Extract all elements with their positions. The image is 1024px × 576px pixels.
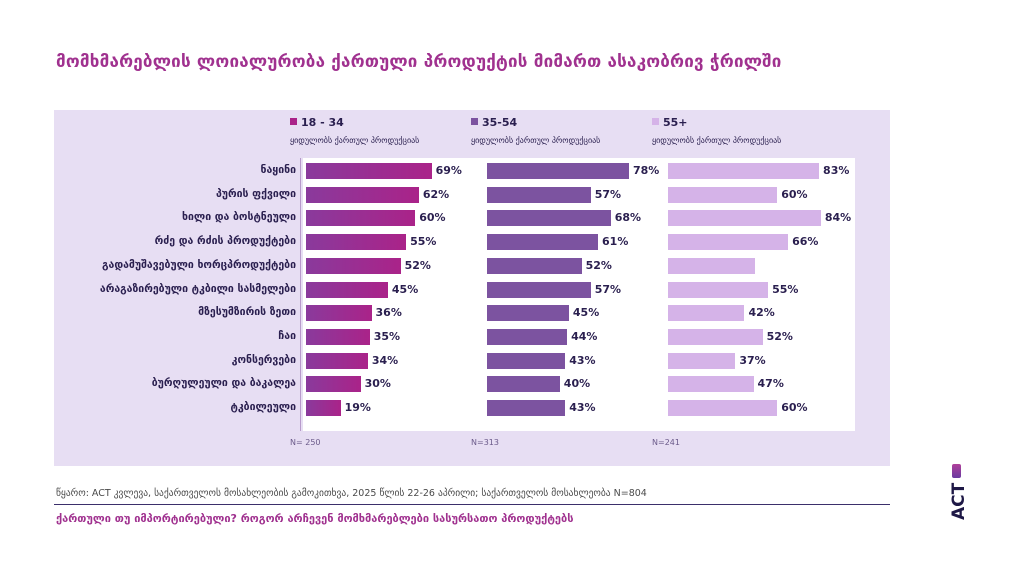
data-label: 62%: [422, 187, 450, 201]
bar: [487, 352, 566, 369]
category-label: რძე და რძის პროდუქტები: [154, 235, 296, 248]
category-label: ტკბილეული: [230, 401, 296, 413]
bar: [306, 352, 368, 369]
legend-label: 18 - 34: [301, 116, 344, 129]
bar: [487, 281, 591, 298]
logo-text: ACT: [949, 482, 969, 520]
data-label: 83%: [823, 164, 850, 177]
data-label: 52%: [585, 258, 612, 272]
bar: [306, 186, 419, 203]
category-label: მზესუმზირის ზეთი: [198, 306, 296, 319]
category-label: ნაყინი: [260, 164, 297, 176]
act-logo: ACT: [949, 464, 969, 520]
bar: [668, 281, 769, 298]
bar: [487, 257, 582, 274]
data-label: 60%: [419, 211, 446, 225]
data-label: 57%: [594, 187, 622, 201]
category-label: გადამუშავებული ხორცპროდუქტები: [102, 258, 296, 271]
data-label: 43%: [569, 401, 596, 414]
chart-title: მომხმარებლის ლოიალურობა ქართული პროდუქტი…: [56, 52, 782, 72]
data-label: 40%: [563, 377, 591, 391]
bar: [306, 328, 370, 345]
bar: [306, 281, 388, 298]
bar: [668, 163, 820, 179]
legend-item: 35-54: [471, 116, 517, 129]
bar: [487, 328, 568, 345]
bar: [306, 163, 432, 179]
bar: [487, 210, 611, 227]
category-label: პურის ფქვილი: [215, 187, 296, 200]
legend-label: 35-54: [482, 116, 518, 129]
legend-subtitle: ყიდულობს ქართულ პროდუქციას: [652, 136, 782, 145]
data-label: 66%: [792, 235, 819, 249]
data-label: 35%: [373, 329, 401, 343]
data-label: 78%: [632, 164, 660, 177]
data-label: 68%: [614, 211, 642, 225]
data-label: 37%: [739, 353, 766, 367]
bar: [668, 352, 736, 369]
bar: [487, 305, 569, 322]
data-label: 84%: [824, 211, 852, 225]
bar: [668, 328, 763, 345]
bar: [668, 210, 821, 227]
bar: [668, 400, 778, 416]
bar: [487, 234, 599, 251]
bar: [306, 400, 341, 416]
legend-item: 55+: [652, 116, 688, 129]
source-note: წყარო: ACT კვლევა, საქართველოს მოსახლეობ…: [56, 488, 647, 499]
category-label: არაგაზირებული ტკბილი სასმელები: [99, 282, 296, 295]
data-label: 43%: [569, 353, 596, 367]
legend-swatch: [471, 118, 478, 125]
data-label: 19%: [344, 401, 371, 414]
bar: [306, 257, 401, 274]
data-label: 45%: [572, 306, 600, 320]
data-label: 44%: [571, 329, 598, 343]
bar: [668, 186, 778, 203]
sample-size-label: N= 250: [290, 438, 321, 447]
bar: [487, 186, 591, 203]
bar: [668, 305, 745, 322]
bar: [306, 305, 372, 322]
legend-swatch: [290, 118, 297, 125]
bar: [306, 210, 416, 227]
data-label: 42%: [748, 306, 775, 320]
axis-divider: [300, 158, 301, 431]
data-label: 52%: [404, 258, 431, 272]
data-label: 61%: [602, 235, 629, 249]
data-label: 47%: [757, 377, 784, 391]
category-label: ბურღულეული და ბაკალეა: [151, 377, 296, 390]
bar: [487, 400, 566, 416]
footer-divider: [54, 504, 890, 505]
bar: [668, 376, 754, 393]
data-label: 60%: [781, 187, 808, 201]
bar: [306, 376, 361, 393]
bar: [668, 234, 789, 251]
data-label: 45%: [391, 282, 419, 296]
legend-swatch: [652, 118, 659, 125]
legend-label: 55+: [663, 116, 688, 129]
logo-accent: [952, 464, 961, 478]
bar: [668, 257, 756, 274]
data-label: 60%: [781, 401, 808, 414]
sample-size-label: N=313: [471, 438, 499, 447]
category-label: ჩაი: [278, 329, 296, 342]
bar: [487, 376, 560, 393]
data-label: 30%: [364, 377, 391, 391]
data-label: 55%: [772, 282, 799, 296]
legend-subtitle: ყიდულობს ქართულ პროდუქციას: [471, 136, 601, 145]
bar: [487, 163, 629, 179]
sample-size-label: N=241: [652, 438, 680, 447]
legend-subtitle: ყიდულობს ქართულ პროდუქციას: [290, 136, 420, 145]
category-label: ხილი და ბოსტნეული: [182, 211, 296, 224]
data-label: 34%: [371, 353, 399, 367]
data-label: 69%: [435, 164, 462, 177]
legend-item: 18 - 34: [290, 116, 344, 129]
data-label: 57%: [594, 282, 622, 296]
data-label: 36%: [375, 306, 402, 320]
category-label: კონსერვები: [231, 353, 296, 366]
report-subtitle: ქართული თუ იმპორტირებული? როგორ არჩევენ …: [56, 512, 574, 525]
bar: [306, 234, 407, 251]
data-label: 55%: [410, 235, 437, 249]
data-label: 52%: [766, 329, 793, 343]
